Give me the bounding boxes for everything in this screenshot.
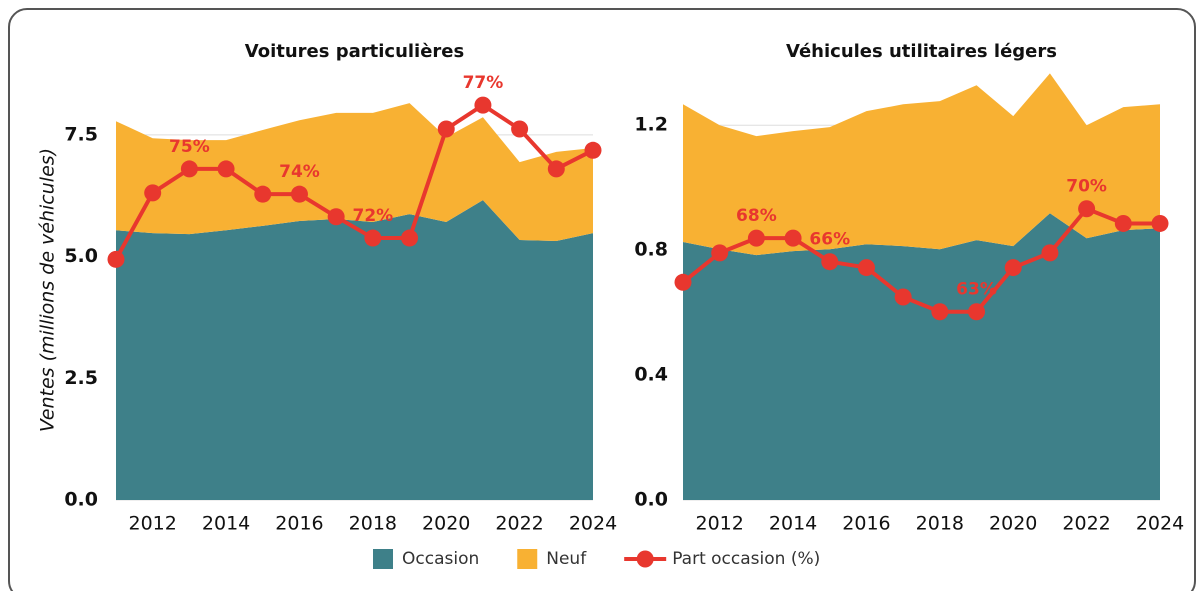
data-label: 77%: [463, 73, 504, 93]
point: [401, 229, 419, 247]
point: [1004, 259, 1022, 277]
point: [894, 288, 912, 306]
y-tick-label: 0.0: [64, 489, 98, 511]
y-tick-label: 1.2: [634, 114, 668, 136]
point: [857, 259, 875, 277]
data-label: 63%: [956, 280, 997, 300]
point: [1114, 214, 1132, 232]
point: [474, 96, 492, 114]
x-tick-label: 2018: [349, 513, 397, 535]
legend-label: Neuf: [546, 549, 587, 569]
point: [784, 229, 802, 247]
y-tick-label: 2.5: [64, 367, 98, 389]
point: [747, 229, 765, 247]
x-tick-label: 2016: [275, 513, 323, 535]
y-tick-label: 0.8: [634, 239, 668, 261]
y-tick-label: 5.0: [64, 245, 98, 267]
point: [968, 303, 986, 321]
point: [217, 160, 235, 178]
chart-title: Véhicules utilitaires légers: [786, 41, 1057, 62]
y-axis-label: Ventes (millions de véhicules): [37, 148, 59, 432]
area: [116, 103, 593, 241]
point: [547, 160, 565, 178]
legend-swatch: [517, 549, 538, 569]
y-tick-label: 0.4: [634, 364, 668, 386]
data-label: 70%: [1066, 177, 1107, 197]
point: [254, 185, 272, 203]
y-tick-label: 0.0: [634, 489, 668, 511]
data-label: 75%: [169, 137, 210, 157]
x-tick-label: 2014: [769, 513, 817, 535]
chart-title: Voitures particulières: [245, 41, 464, 62]
point: [364, 229, 382, 247]
data-label: 66%: [809, 230, 850, 250]
point: [511, 120, 529, 138]
x-tick-label: 2016: [842, 513, 890, 535]
x-tick-label: 2022: [495, 513, 543, 535]
legend-swatch: [373, 549, 393, 569]
x-tick-label: 2012: [696, 513, 744, 535]
point: [180, 160, 198, 178]
y-tick-label: 7.5: [64, 123, 98, 145]
point: [1078, 200, 1096, 218]
x-tick-label: 2022: [1062, 513, 1110, 535]
x-tick-label: 2012: [129, 513, 177, 535]
area: [683, 73, 1160, 256]
point: [107, 250, 125, 268]
point: [584, 141, 602, 159]
point: [290, 185, 308, 203]
x-tick-label: 2018: [916, 513, 964, 535]
legend-label: Part occasion (%): [672, 549, 820, 569]
point: [711, 244, 729, 262]
legend-marker: [636, 550, 654, 568]
x-tick-label: 2024: [1136, 513, 1184, 535]
area: [683, 213, 1160, 500]
data-label: 72%: [352, 206, 393, 226]
point: [821, 253, 839, 271]
data-label: 68%: [736, 206, 777, 226]
point: [931, 303, 949, 321]
point: [144, 184, 162, 202]
point: [674, 273, 692, 291]
point: [327, 208, 345, 226]
x-tick-label: 2020: [422, 513, 470, 535]
legend-label: Occasion: [402, 549, 479, 569]
point: [1041, 244, 1059, 262]
area: [116, 200, 593, 501]
point: [1151, 214, 1169, 232]
x-tick-label: 2020: [989, 513, 1037, 535]
x-tick-label: 2014: [202, 513, 250, 535]
data-label: 74%: [279, 162, 320, 182]
point: [437, 120, 455, 138]
x-tick-label: 2024: [569, 513, 617, 535]
